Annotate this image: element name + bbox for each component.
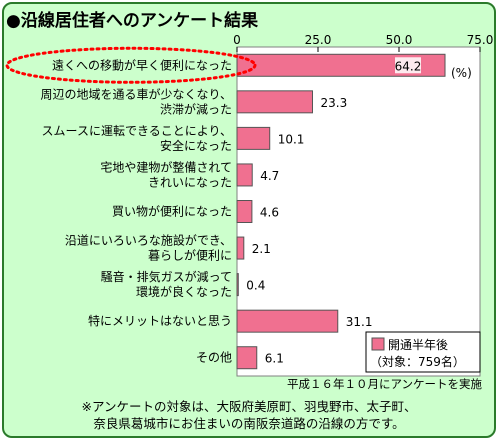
x-tick-label: 50.0 (386, 33, 413, 47)
value-label: 0.4 (246, 279, 265, 293)
category-label: 遠くへの移動が早く便利になった (52, 57, 232, 72)
footnote-line-2: 奈良県葛城市にお住まいの南阪奈道路の沿線の方です。 (93, 416, 405, 431)
x-tick-label: 25.0 (305, 33, 332, 47)
bar (236, 273, 239, 297)
footnote-line-1: ※アンケートの対象は、大阪府美原町、羽曳野市、太子町、 (81, 399, 417, 414)
category-label: 宅地や建物が整備されて (100, 159, 232, 174)
bar (236, 346, 258, 370)
value-label: 6.1 (265, 352, 284, 366)
legend-label: 開通半年後 (388, 338, 448, 352)
footnote: ※アンケートの対象は、大阪府美原町、羽曳野市、太子町、 奈良県葛城市にお住まいの… (8, 398, 490, 432)
source-note: 平成１６年１０月にアンケートを実施 (287, 377, 483, 391)
x-tick-label: 75.0 (467, 33, 494, 47)
highlight-ellipse (5, 46, 257, 84)
category-label: 騒音・排気ガスが減って (101, 269, 232, 284)
category-label: 特にメリットはないと思う (88, 313, 232, 328)
category-label: 周辺の地域を通る車が少なくなり、 (40, 86, 232, 101)
value-label: 23.3 (320, 96, 347, 110)
bar (236, 90, 313, 114)
value-label: 10.1 (278, 132, 305, 146)
bar (236, 163, 253, 187)
legend-box (365, 331, 481, 373)
x-tick-label: 0 (233, 33, 241, 47)
bar (236, 200, 253, 223)
bar (236, 236, 245, 260)
value-label-bg (395, 57, 422, 74)
legend-swatch (371, 337, 385, 351)
value-label: 4.7 (260, 169, 279, 183)
category-label: 沿道にいろいろな施設ができ、 (65, 233, 232, 248)
bar (236, 309, 339, 333)
category-label: きれいになった (148, 175, 232, 189)
bar (236, 53, 446, 77)
category-label: スムースに運転できることにより、 (42, 124, 232, 138)
legend-sub: （対象：759名） (370, 354, 465, 369)
category-label: その他 (196, 351, 232, 365)
category-label: 買い物が便利になった (112, 204, 232, 219)
category-label: 環境が良くなった (136, 284, 232, 299)
value-label: 64.2 (395, 59, 422, 73)
bar (236, 126, 271, 150)
category-label: 暮らしが便利に (148, 248, 232, 263)
category-label: 安全になった (160, 138, 232, 153)
unit-label: (%) (451, 66, 472, 80)
value-label: 2.1 (252, 242, 271, 256)
value-label: 31.1 (346, 315, 373, 329)
value-label: 4.6 (260, 206, 279, 220)
category-label: 渋滞が減った (160, 101, 232, 116)
chart-title: ●沿線居住者へのアンケート結果 (6, 11, 259, 31)
